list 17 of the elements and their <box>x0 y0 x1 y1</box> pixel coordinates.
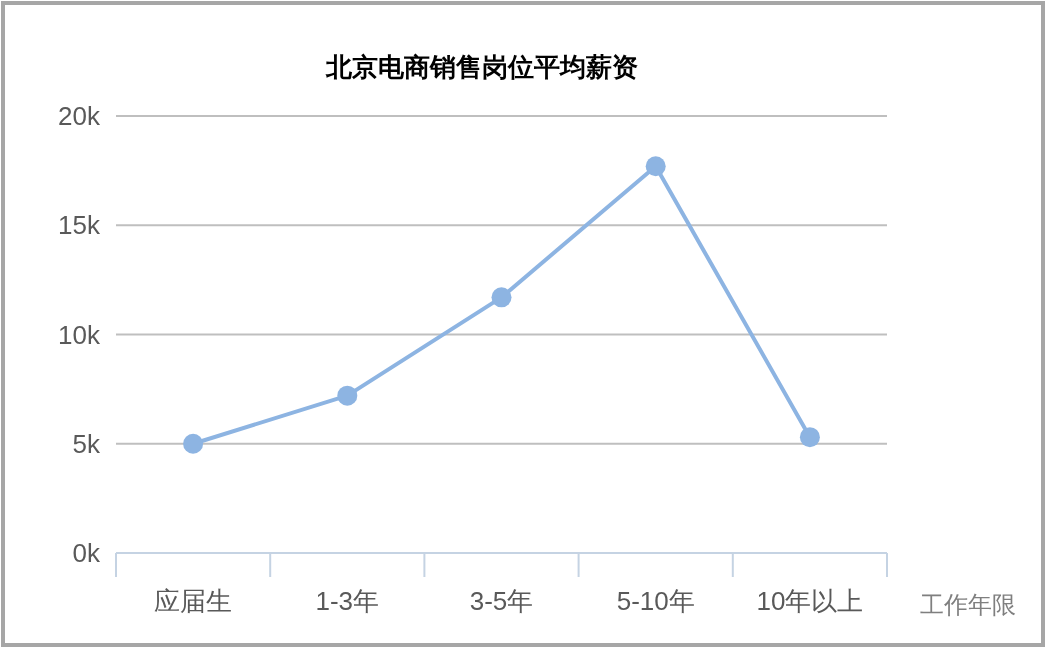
point <box>183 433 204 454</box>
y-tick-label: 15k <box>58 210 101 241</box>
y-tick-label: 20k <box>58 101 101 131</box>
point <box>799 427 820 448</box>
x-tick-label: 3-5年 <box>469 586 534 616</box>
y-tick-label: 0k <box>72 538 101 568</box>
point <box>491 287 512 308</box>
point <box>645 156 666 177</box>
x-tick-label: 10年以上 <box>756 586 864 616</box>
y-tick-label: 10k <box>58 319 101 350</box>
point <box>337 385 358 406</box>
x-axis-title: 工作年限 <box>920 591 1016 618</box>
chart-title: 北京电商销售岗位平均薪资 <box>324 52 638 82</box>
x-tick-label: 应届生 <box>154 586 233 616</box>
x-tick-label: 1-3年 <box>315 586 380 616</box>
x-tick-label: 5-10年 <box>616 586 695 616</box>
y-tick-label: 5k <box>72 428 101 459</box>
